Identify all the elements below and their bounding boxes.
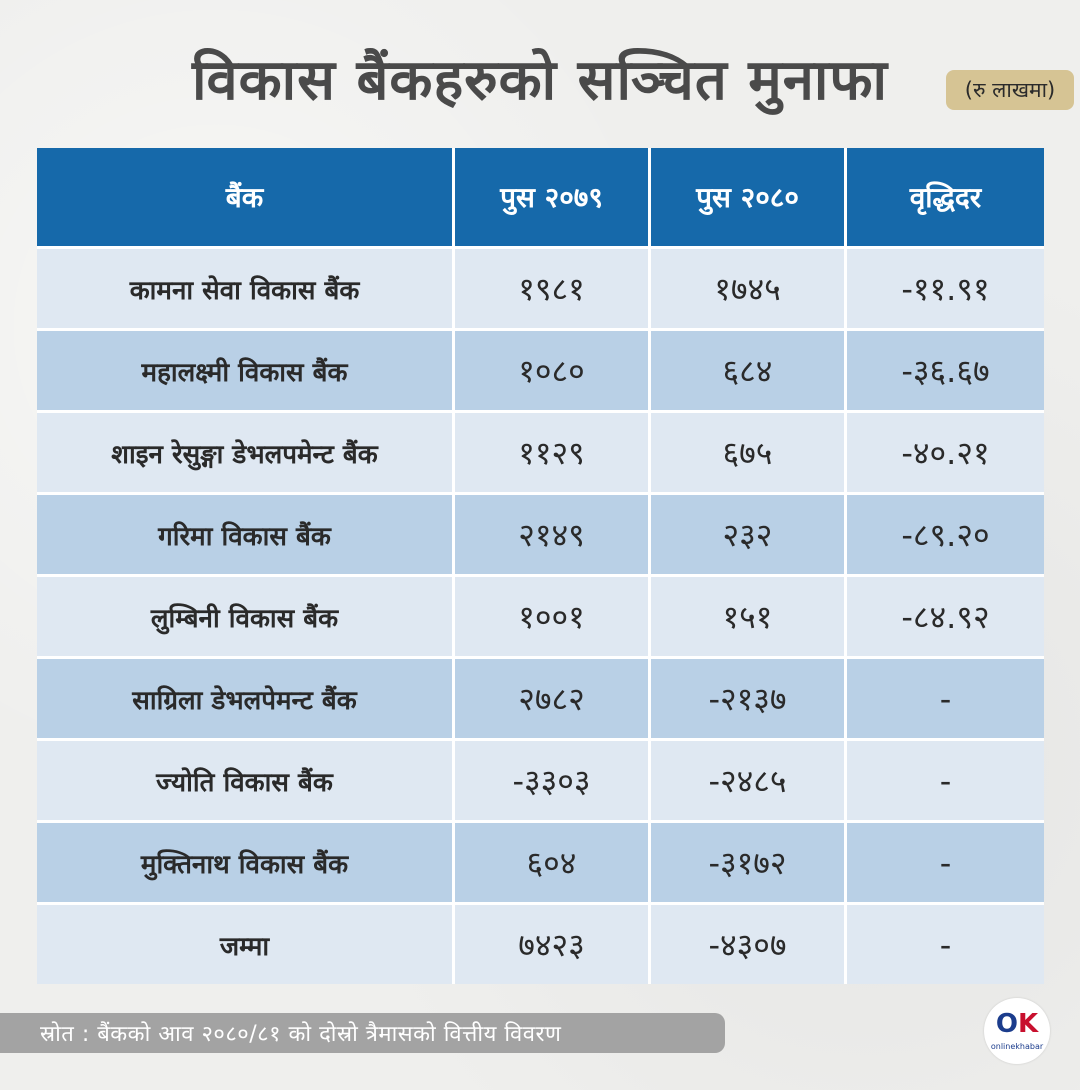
value-2079: ११२९ <box>455 413 651 492</box>
table-row: कामना सेवा विकास बैंक १९८१ १७४५ -११.९१ <box>37 249 1044 328</box>
value-2079: १०८० <box>455 331 651 410</box>
bank-name: शाइन रेसुङ्गा डेभलपमेन्ट बैंक <box>37 413 455 492</box>
total-2079: ७४२३ <box>455 905 651 984</box>
bank-name: मुक्तिनाथ विकास बैंक <box>37 823 455 902</box>
table-row: ज्योति विकास बैंक -३३०३ -२४८५ - <box>37 741 1044 820</box>
value-2080: -२१३७ <box>651 659 847 738</box>
value-2080: ६७५ <box>651 413 847 492</box>
bank-name: ज्योति विकास बैंक <box>37 741 455 820</box>
growth-rate: -८९.२० <box>847 495 1044 574</box>
header-poush-2079: पुस २०७९ <box>455 148 651 246</box>
value-2080: ६८४ <box>651 331 847 410</box>
table-row: साग्रिला डेभलपेमन्ट बैंक २७८२ -२१३७ - <box>37 659 1044 738</box>
profit-table: बैंक पुस २०७९ पुस २०८० वृद्धिदर कामना से… <box>37 148 1044 984</box>
table-row: शाइन रेसुङ्गा डेभलपमेन्ट बैंक ११२९ ६७५ -… <box>37 413 1044 492</box>
value-2080: २३२ <box>651 495 847 574</box>
total-growth-rate: - <box>847 905 1044 984</box>
total-2080: -४३०७ <box>651 905 847 984</box>
bank-name: महालक्ष्मी विकास बैंक <box>37 331 455 410</box>
total-label: जम्मा <box>37 905 455 984</box>
bank-name: गरिमा विकास बैंक <box>37 495 455 574</box>
growth-rate: - <box>847 741 1044 820</box>
value-2079: -३३०३ <box>455 741 651 820</box>
bank-name: साग्रिला डेभलपेमन्ट बैंक <box>37 659 455 738</box>
value-2079: १९८१ <box>455 249 651 328</box>
table-total-row: जम्मा ७४२३ -४३०७ - <box>37 905 1044 984</box>
value-2079: ६०४ <box>455 823 651 902</box>
value-2080: १७४५ <box>651 249 847 328</box>
header-poush-2080: पुस २०८० <box>651 148 847 246</box>
bank-name: लुम्बिनी विकास बैंक <box>37 577 455 656</box>
value-2080: १५१ <box>651 577 847 656</box>
value-2079: १००१ <box>455 577 651 656</box>
header-bank: बैंक <box>37 148 455 246</box>
page-title: विकास बैंकहरुको सञ्चित मुनाफा <box>191 48 889 113</box>
growth-rate: - <box>847 823 1044 902</box>
table-row: लुम्बिनी विकास बैंक १००१ १५१ -८४.९२ <box>37 577 1044 656</box>
growth-rate: - <box>847 659 1044 738</box>
value-2080: -२४८५ <box>651 741 847 820</box>
logo-text: onlinekhabar <box>990 1042 1044 1051</box>
header-growth-rate: वृद्धिदर <box>847 148 1044 246</box>
growth-rate: -३६.६७ <box>847 331 1044 410</box>
value-2079: २७८२ <box>455 659 651 738</box>
table-row: गरिमा विकास बैंक २१४९ २३२ -८९.२० <box>37 495 1044 574</box>
growth-rate: -११.९१ <box>847 249 1044 328</box>
unit-badge: (रु लाखमा) <box>946 70 1074 110</box>
table-header-row: बैंक पुस २०७९ पुस २०८० वृद्धिदर <box>37 148 1044 246</box>
value-2079: २१४९ <box>455 495 651 574</box>
table-row: महालक्ष्मी विकास बैंक १०८० ६८४ -३६.६७ <box>37 331 1044 410</box>
bank-name: कामना सेवा विकास बैंक <box>37 249 455 328</box>
table-row: मुक्तिनाथ विकास बैंक ६०४ -३१७२ - <box>37 823 1044 902</box>
source-footer: स्रोत : बैंकको आव २०८०/८१ को दोस्रो त्रै… <box>0 1013 725 1053</box>
value-2080: -३१७२ <box>651 823 847 902</box>
growth-rate: -८४.९२ <box>847 577 1044 656</box>
growth-rate: -४०.२१ <box>847 413 1044 492</box>
